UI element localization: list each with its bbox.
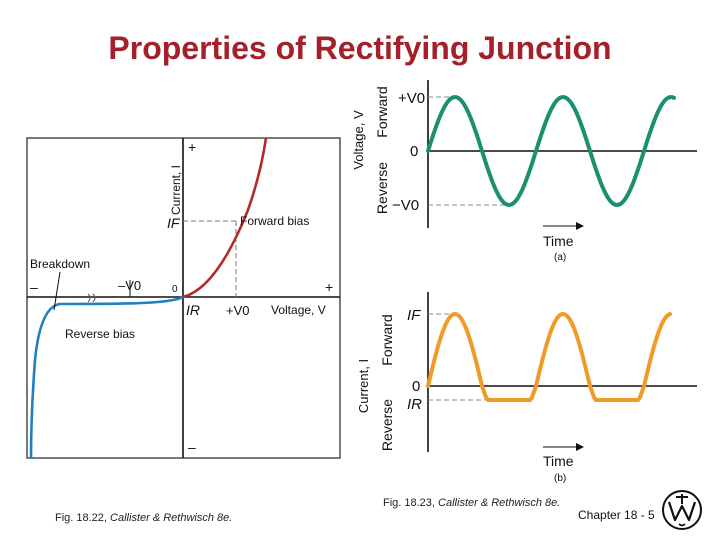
time-label-b: Time <box>543 453 574 469</box>
right-caption-prefix: Fig. 18.23, <box>383 497 439 509</box>
panel-b-label: (b) <box>554 473 566 484</box>
breakdown-leader <box>53 271 61 311</box>
chapter-footer: Chapter 18 - 5 <box>578 508 655 522</box>
panel-a-label: (a) <box>554 252 566 263</box>
voltage-reverse-label: Reverse <box>374 162 390 214</box>
voltage-sine-wave <box>426 95 676 207</box>
time-arrowhead-a <box>576 222 584 230</box>
iv-x-axis-label: Voltage, V <box>271 303 326 317</box>
forward-bias-label: Forward bias <box>240 214 309 228</box>
current-ir-label: IR <box>407 396 422 413</box>
reverse-bias-label: Reverse bias <box>65 327 135 341</box>
pos-v0-label: +V0 <box>226 303 250 318</box>
left-caption-prefix: Fig. 18.22, <box>55 512 111 524</box>
current-forward-label: Forward <box>379 314 395 365</box>
rectified-current-wave <box>426 312 672 402</box>
publisher-logo-icon <box>662 490 702 530</box>
chapter-label: Chapter 18 - <box>578 508 649 522</box>
axis-break-mark <box>87 293 96 303</box>
voltage-y-axis-label: Voltage, V <box>351 110 366 170</box>
iv-origin-label: 0 <box>172 284 178 295</box>
page-number: 5 <box>648 508 655 522</box>
current-zero: 0 <box>412 378 420 395</box>
iv-plus-right: + <box>325 279 333 295</box>
current-if-label: IF <box>407 307 421 324</box>
iv-y-axis-label: Current, I <box>169 165 183 215</box>
right-caption-source: Callister & Rethwisch 8e. <box>438 497 561 509</box>
forward-bias-curve <box>182 137 268 299</box>
current-reverse-label: Reverse <box>379 399 395 451</box>
iv-plus-top: + <box>188 139 196 155</box>
left-figure-caption: Fig. 18.22, Callister & Rethwisch 8e. <box>55 512 232 524</box>
slide-title: Properties of Rectifying Junction <box>108 30 612 66</box>
voltage-neg-v0: −V0 <box>392 197 419 214</box>
if-label: IF <box>167 215 181 231</box>
iv-minus-bottom: – <box>188 439 196 455</box>
reverse-bias-curve <box>29 295 184 459</box>
voltage-zero: 0 <box>410 143 418 160</box>
ir-label: IR <box>186 302 200 318</box>
right-figure-caption: Fig. 18.23, Callister & Rethwisch 8e. <box>383 497 560 509</box>
iv-minus-left: – <box>30 279 38 295</box>
voltage-forward-label: Forward <box>374 86 390 137</box>
time-arrowhead-b <box>576 443 584 451</box>
breakdown-label: Breakdown <box>30 257 90 271</box>
voltage-pos-v0: +V0 <box>398 90 425 107</box>
neg-v0-label: –V0 <box>118 278 141 293</box>
time-label-a: Time <box>543 233 574 249</box>
left-caption-source: Callister & Rethwisch 8e. <box>110 512 233 524</box>
current-y-axis-label: Current, I <box>356 359 371 413</box>
